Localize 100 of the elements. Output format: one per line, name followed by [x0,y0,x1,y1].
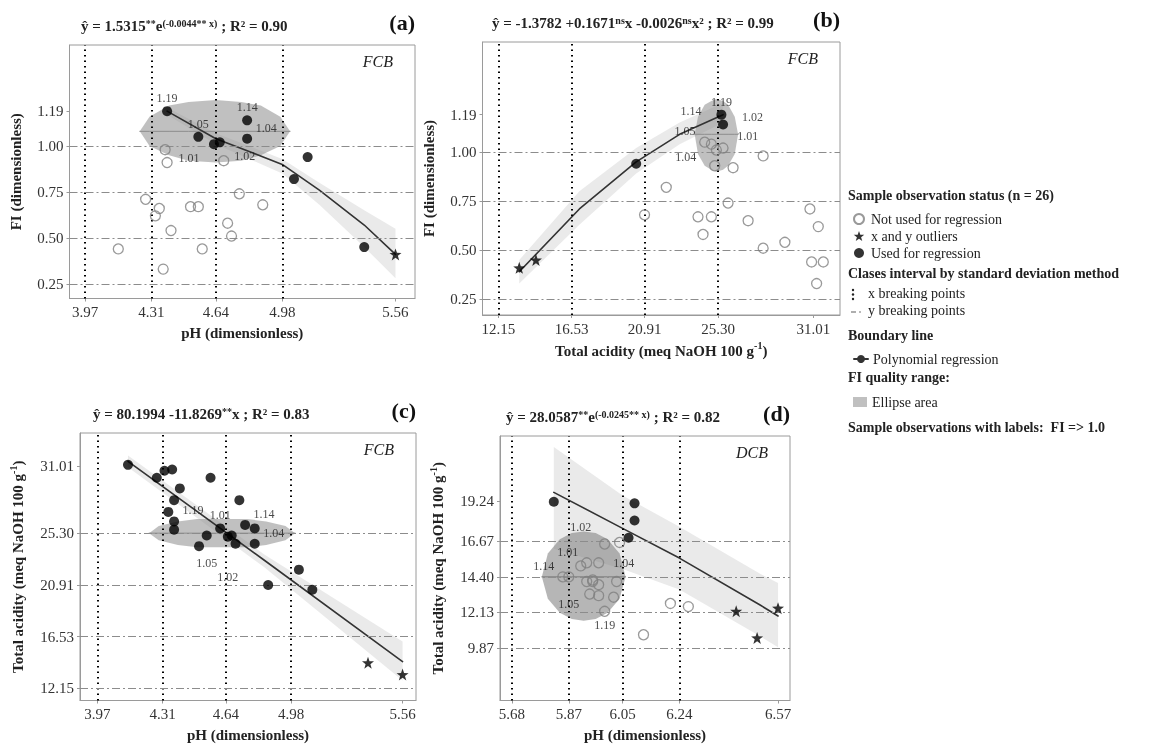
point [302,152,313,163]
text: (c) [391,397,416,423]
y-tick-label: 0.25 [37,275,64,292]
y-tick-label: 1.00 [37,138,64,155]
point [174,483,185,494]
point [638,209,651,221]
annotation: 1.02 [570,519,592,534]
point [293,564,304,575]
x-axis-title: pH (dimensionless) [186,726,310,744]
point [139,193,152,205]
legend-label: Used for regression [871,245,981,261]
x-tick-label: 6.57 [764,706,792,722]
point [692,211,704,223]
point [159,144,171,156]
point [548,496,559,507]
point [225,230,238,242]
data-label: 1.14 [236,100,258,115]
x-tick-label: 4.98 [269,304,296,320]
point [214,137,225,148]
annotation: 1.04 [263,525,285,540]
text: Clases interval by standard deviation method [848,265,1120,281]
point [157,263,169,275]
legend-label: Polynomial regression [873,351,999,367]
y-tick-label: 12.13 [460,604,494,621]
x-tick-label: 16.53 [554,320,589,337]
legend-label: x and y outliers [871,228,958,244]
point [242,133,253,144]
x-tick-label: 5.68 [498,706,526,722]
x-tick-label: 12.15 [481,320,516,337]
point [599,605,611,617]
point [623,532,634,543]
point [389,248,402,261]
annotation: 1.04 [613,555,635,570]
annotation: 1.14 [253,506,275,521]
point [593,557,605,569]
y-tick-label: 0.50 [450,242,477,259]
data-label: 1.05 [187,116,209,131]
point [742,215,754,227]
point [233,188,245,200]
point [234,495,245,506]
y-tick-label: 1.00 [450,143,477,160]
data-label: 1.19 [156,91,178,106]
point [817,256,829,268]
text: Boundary line [848,327,934,343]
point [362,656,374,669]
x-tick-label: 4.31 [149,706,176,722]
y-tick-label: 16.53 [40,628,74,645]
text: (a) [389,9,415,35]
point [593,589,605,602]
x-tick-label: 5.56 [389,706,417,722]
data-label: 1.02 [741,110,763,125]
annotation: 1.01 [209,508,231,523]
point [629,515,640,526]
x-tick-label: 3.97 [71,304,99,320]
point [257,199,269,211]
text: Sample observation status (n = 26) [848,187,1055,204]
text: Sample observations with labels: FI => 1.0 [848,419,1106,435]
point [307,584,318,595]
point [215,523,226,534]
point [162,106,173,117]
point [161,156,173,169]
point [240,519,251,530]
point [192,201,204,213]
text: y breaking points [868,302,966,318]
annotation: 1.05 [196,555,218,570]
point [757,150,769,162]
text: FI quality range: [848,369,950,385]
y-tick-label: 1.19 [37,103,64,120]
chart-title: ŷ = 80.1994 -11.8269**x ; R² = 0.83 [93,405,310,422]
y-tick-label: 0.25 [450,291,477,308]
x-tick-label: 5.56 [382,304,410,320]
y-axis-title: FI (dimensionless) [7,113,25,231]
point [230,538,241,549]
annotation: 1.01 [557,544,579,559]
point [167,464,178,475]
data-label: 1.14 [680,104,702,119]
y-tick-label: 16.67 [460,533,495,550]
x-tick-label: 6.05 [609,706,636,722]
x-tick-label: 4.64 [212,706,240,722]
x-tick-label: 20.91 [627,320,662,337]
point [730,605,743,618]
point [396,668,409,681]
y-axis-title: Total acidity (meq NaOH 100 g-1) [427,462,447,675]
y-tick-label: 31.01 [40,457,74,474]
point [631,158,642,169]
point [196,243,208,255]
legend-label: Ellipse area [872,394,939,410]
point [169,516,180,527]
point [149,210,162,222]
point [563,571,575,583]
point [718,119,729,130]
y-tick-label: 14.40 [460,568,494,585]
point [153,202,165,215]
point [804,203,816,215]
text: x breaking points [868,285,966,301]
point [751,631,764,644]
data-label: 1.01 [178,151,200,166]
point [218,155,230,167]
legend-label: Not used for regression [871,211,1003,227]
annotation: 1.05 [558,596,580,611]
